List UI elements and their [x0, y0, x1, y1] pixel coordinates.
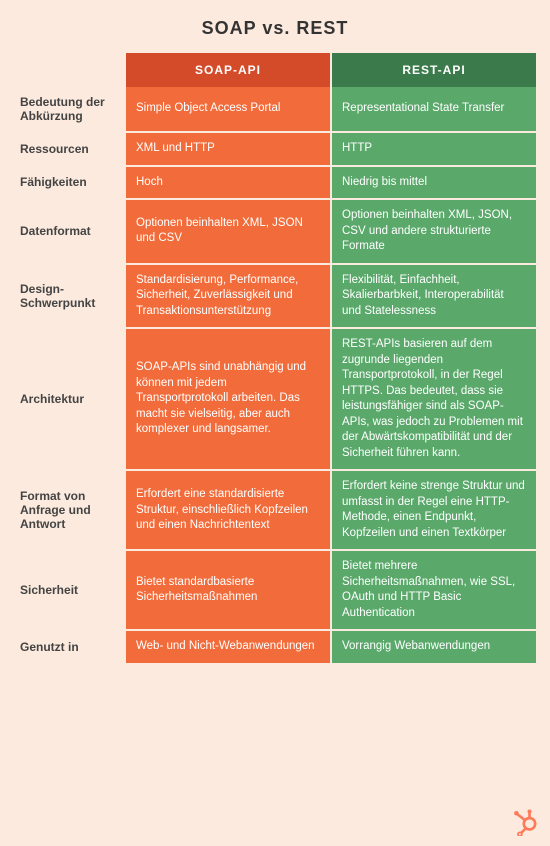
soap-cell: Web- und Nicht-Webanwendungen [126, 631, 330, 663]
rest-cell: HTTP [332, 133, 536, 165]
soap-cell: SOAP-APIs sind unabhängig und können mit… [126, 329, 330, 469]
rest-cell: Niedrig bis mittel [332, 167, 536, 199]
soap-cell: XML und HTTP [126, 133, 330, 165]
row-label: Sicherheit [14, 551, 124, 629]
row-label: Bedeutung der Abkürzung [14, 87, 124, 131]
rest-cell: Flexibilität, Einfachheit, Skalierbarbke… [332, 265, 536, 328]
rest-cell: Optionen beinhalten XML, JSON, CSV und a… [332, 200, 536, 263]
soap-cell: Optionen beinhalten XML, JSON und CSV [126, 200, 330, 263]
soap-cell: Erfordert eine standardisierte Struktur,… [126, 471, 330, 549]
row-label: Datenformat [14, 200, 124, 263]
row-label: Design-Schwerpunkt [14, 265, 124, 328]
row-label: Ressourcen [14, 133, 124, 165]
comparison-table: SOAP-API REST-API [14, 53, 536, 87]
table-body: Bedeutung der AbkürzungSimple Object Acc… [14, 87, 536, 663]
soap-cell: Bietet standardbasierte Sicherheitsmaßna… [126, 551, 330, 629]
row-label: Architektur [14, 329, 124, 469]
rest-cell: Vorrangig Webanwendungen [332, 631, 536, 663]
hubspot-logo-icon [512, 808, 540, 836]
soap-cell: Standardisierung, Performance, Sicherhei… [126, 265, 330, 328]
soap-cell: Hoch [126, 167, 330, 199]
rest-cell: Representational State Transfer [332, 87, 536, 131]
row-label: Fähigkeiten [14, 167, 124, 199]
soap-cell: Simple Object Access Portal [126, 87, 330, 131]
row-label: Format von Anfrage und Antwort [14, 471, 124, 549]
rest-cell: Bietet mehrere Sicherheitsmaßnahmen, wie… [332, 551, 536, 629]
row-label: Genutzt in [14, 631, 124, 663]
rest-cell: REST-APIs basieren auf dem zugrunde lieg… [332, 329, 536, 469]
page-title: SOAP vs. REST [14, 18, 536, 39]
header-rest: REST-API [332, 53, 536, 87]
header-empty [14, 53, 124, 87]
header-soap: SOAP-API [126, 53, 330, 87]
rest-cell: Erfordert keine strenge Struktur und umf… [332, 471, 536, 549]
